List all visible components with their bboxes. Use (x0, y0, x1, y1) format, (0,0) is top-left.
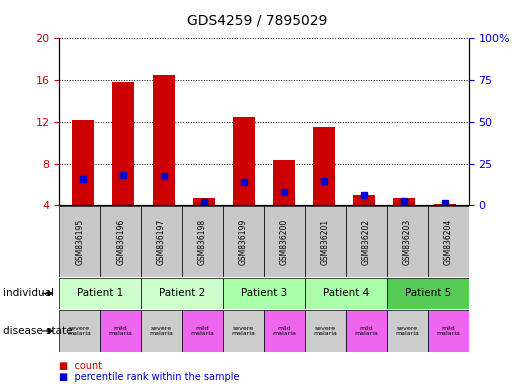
Bar (223, 206, 264, 277)
Text: mild
malaria: mild malaria (109, 326, 132, 336)
Bar (223, 278, 305, 309)
Text: Patient 4: Patient 4 (323, 288, 369, 298)
Bar (72, 120, 94, 205)
Text: severe
malaria: severe malaria (396, 326, 419, 336)
Text: GSM836202: GSM836202 (362, 218, 371, 265)
Bar (434, 204, 456, 205)
Bar (273, 159, 295, 205)
Text: GSM836195: GSM836195 (75, 218, 84, 265)
Bar (152, 75, 175, 205)
Bar (141, 206, 182, 277)
Bar (141, 310, 182, 352)
Text: ■  count: ■ count (59, 361, 102, 371)
Bar (59, 278, 141, 309)
Text: GSM836203: GSM836203 (403, 218, 411, 265)
Text: Patient 1: Patient 1 (77, 288, 123, 298)
Bar (313, 127, 335, 205)
Text: Patient 5: Patient 5 (405, 288, 451, 298)
Text: ■  percentile rank within the sample: ■ percentile rank within the sample (59, 372, 239, 382)
Bar (264, 206, 305, 277)
Text: mild
malaria: mild malaria (354, 326, 378, 336)
Text: individual: individual (3, 288, 54, 298)
Bar (346, 206, 387, 277)
Text: GSM836196: GSM836196 (116, 218, 125, 265)
Text: mild
malaria: mild malaria (272, 326, 296, 336)
Bar (182, 310, 223, 352)
Bar (305, 310, 346, 352)
Bar (353, 195, 375, 205)
Bar (387, 278, 469, 309)
Text: mild
malaria: mild malaria (191, 326, 214, 336)
Bar (193, 198, 215, 205)
Text: GSM836199: GSM836199 (239, 218, 248, 265)
Bar (427, 206, 469, 277)
Bar (427, 310, 469, 352)
Text: mild
malaria: mild malaria (436, 326, 460, 336)
Text: severe
malaria: severe malaria (314, 326, 337, 336)
Text: disease state: disease state (3, 326, 72, 336)
Text: GSM836200: GSM836200 (280, 218, 289, 265)
Text: severe
malaria: severe malaria (150, 326, 174, 336)
Text: severe
malaria: severe malaria (232, 326, 255, 336)
Text: GSM836198: GSM836198 (198, 218, 207, 265)
Bar (264, 310, 305, 352)
Text: GSM836201: GSM836201 (321, 218, 330, 265)
Bar (182, 206, 223, 277)
Text: GSM836197: GSM836197 (157, 218, 166, 265)
Bar (59, 310, 100, 352)
Bar (100, 206, 141, 277)
Bar (393, 198, 416, 205)
Text: Patient 3: Patient 3 (241, 288, 287, 298)
Bar (305, 278, 387, 309)
Bar (112, 82, 134, 205)
Bar (141, 278, 223, 309)
Bar (387, 206, 427, 277)
Bar (223, 310, 264, 352)
Text: GDS4259 / 7895029: GDS4259 / 7895029 (187, 13, 328, 27)
Bar (233, 117, 255, 205)
Text: GSM836204: GSM836204 (444, 218, 453, 265)
Bar (100, 310, 141, 352)
Bar (305, 206, 346, 277)
Text: severe
malaria: severe malaria (68, 326, 92, 336)
Text: Patient 2: Patient 2 (159, 288, 205, 298)
Bar (346, 310, 387, 352)
Bar (59, 206, 100, 277)
Bar (387, 310, 427, 352)
